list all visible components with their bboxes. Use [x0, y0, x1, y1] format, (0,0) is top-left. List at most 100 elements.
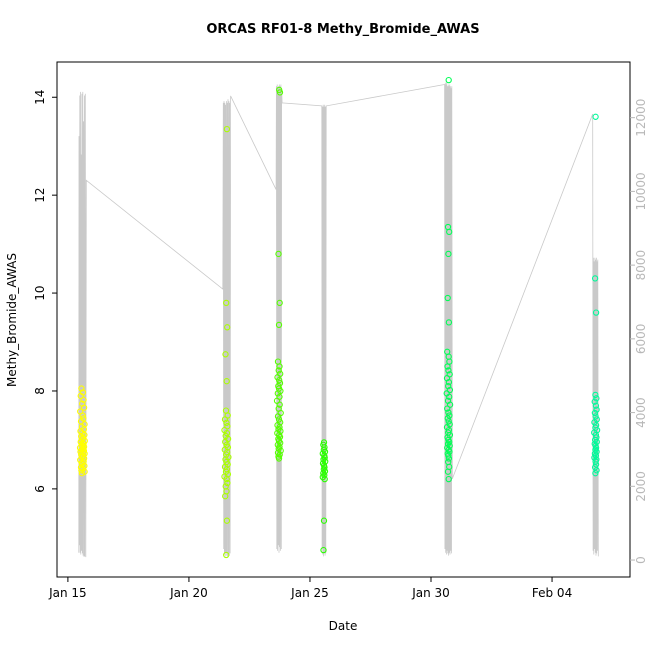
y-right-tick-label: 8000: [634, 250, 648, 281]
data-point: [593, 406, 600, 413]
x-tick-label: Jan 20: [169, 586, 208, 600]
data-point: [277, 427, 284, 435]
y-right-tick-label: 6000: [634, 324, 648, 355]
data-point: [445, 250, 452, 258]
data-point: [445, 382, 452, 390]
data-point: [78, 467, 85, 474]
y-right-tick-label: 12000: [634, 99, 648, 137]
data-point: [223, 517, 231, 524]
data-point: [445, 455, 453, 462]
data-point: [593, 395, 600, 402]
scatter-series-flight-2: [221, 125, 232, 559]
data-point: [444, 468, 452, 475]
data-point: [445, 319, 453, 326]
data-point: [276, 299, 283, 307]
data-point: [274, 413, 282, 420]
y-right-tick-label: 0: [634, 556, 648, 564]
data-point: [320, 546, 327, 554]
data-point: [593, 448, 600, 455]
data-point: [223, 125, 231, 133]
data-point: [444, 415, 451, 422]
x-axis-label: Date: [329, 619, 358, 633]
data-point: [592, 470, 599, 477]
data-point: [591, 409, 599, 417]
data-point: [592, 391, 599, 399]
data-point: [80, 396, 87, 403]
data-point: [223, 419, 230, 426]
data-point: [223, 475, 230, 483]
data-point: [80, 404, 88, 411]
data-point: [77, 392, 84, 400]
data-point: [445, 418, 452, 425]
data-point: [275, 426, 282, 433]
data-point: [274, 390, 281, 397]
data-point: [445, 367, 452, 374]
y-left-tick-label: 8: [33, 387, 47, 395]
data-point: [223, 551, 230, 559]
data-point: [445, 379, 453, 386]
data-point: [223, 299, 230, 307]
x-tick-label: Jan 30: [411, 586, 450, 600]
scatter-series-flight-6: [591, 113, 601, 477]
x-tick-label: Jan 15: [48, 586, 87, 600]
data-point: [445, 409, 452, 416]
plot-box: [56, 61, 631, 578]
data-point: [222, 351, 229, 358]
data-point: [275, 367, 282, 374]
data-point: [592, 461, 600, 468]
y-right-tick-label: 2000: [634, 471, 648, 502]
plot-generated-content: Jan 15 Jan 20 Jan 25 Jan 30 Feb 04 6 8 10 12 14 0 2…: [33, 61, 648, 600]
data-point: [276, 89, 284, 96]
data-point: [80, 426, 88, 433]
data-point: [276, 377, 283, 384]
data-point: [276, 363, 283, 370]
x-tick-label: Feb 04: [532, 586, 572, 600]
data-point: [591, 275, 599, 282]
data-point: [445, 452, 452, 459]
data-point: [446, 228, 453, 236]
scatter-series-flight-3: [273, 86, 284, 462]
data-point: [446, 386, 454, 394]
y-axis-label: Methy_Bromide_AWAS: [5, 253, 19, 387]
data-point: [224, 423, 231, 430]
data-point: [222, 493, 229, 500]
data-point: [592, 413, 599, 420]
data-point: [591, 464, 599, 471]
data-point: [446, 448, 453, 455]
data-point: [224, 324, 231, 331]
data-point: [223, 429, 231, 437]
data-point: [78, 385, 85, 392]
y-left-tick-label: 14: [33, 90, 47, 105]
data-point: [592, 309, 600, 316]
x-tick-label: Jan 25: [290, 586, 329, 600]
data-point: [76, 444, 84, 451]
y-right-tick-label: 4000: [634, 397, 648, 428]
scatter-series-flight-4: [319, 439, 329, 554]
data-point: [320, 517, 328, 524]
y-left-tick-label: 12: [33, 188, 47, 203]
data-point: [275, 321, 283, 329]
data-point: [445, 475, 452, 483]
data-point: [224, 479, 231, 487]
data-point: [321, 468, 329, 475]
data-point: [445, 76, 452, 84]
data-point: [275, 455, 283, 462]
data-point: [276, 401, 283, 408]
altitude-trace-line: [78, 82, 599, 558]
data-point: [446, 393, 453, 400]
data-point: [321, 475, 328, 483]
data-point: [444, 363, 451, 370]
data-point: [78, 470, 86, 477]
data-point: [276, 433, 284, 441]
scatter-series-flight-5: [443, 76, 454, 483]
data-point: [275, 416, 283, 423]
data-point: [592, 402, 600, 409]
data-point: [274, 449, 282, 456]
data-point: [79, 412, 86, 419]
data-point: [223, 378, 230, 385]
data-point: [593, 467, 600, 474]
data-point: [592, 458, 599, 465]
data-point: [592, 113, 599, 120]
y-left-tick-label: 10: [33, 285, 47, 300]
